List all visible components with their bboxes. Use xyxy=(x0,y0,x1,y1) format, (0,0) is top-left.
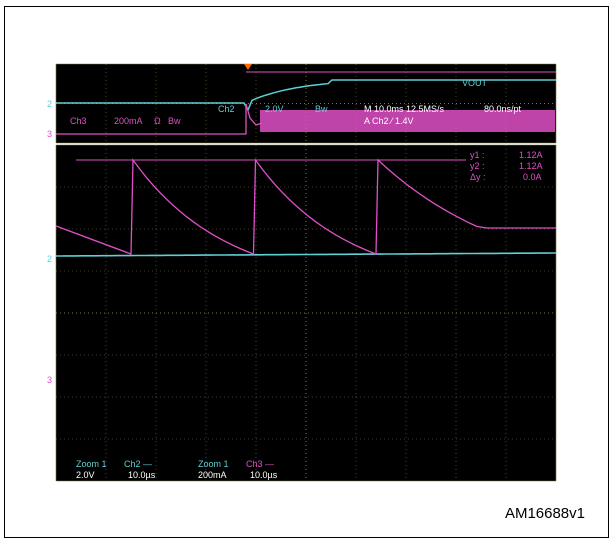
overview-ch3-trace xyxy=(56,103,263,135)
zoom1-channel: Ch2 — xyxy=(124,459,152,469)
overview-grid xyxy=(55,63,557,144)
zoom2-channel: Ch3 — xyxy=(246,459,274,469)
ch3-setting-label: Ch3 xyxy=(70,116,87,126)
figure-reference-id: AM16688v1 xyxy=(504,505,585,522)
cursor-y2-value: 1.12A xyxy=(519,161,543,171)
overview-ch2-trace xyxy=(56,79,556,112)
zoom-grid xyxy=(55,144,557,482)
ch2-overview-marker: 2 xyxy=(47,99,52,109)
ch3-zoom-marker: 3 xyxy=(47,375,52,385)
timebase-label: M 10.0ms 12.5MS/s xyxy=(364,104,445,114)
ch2-bw-label: Bw xyxy=(315,104,328,114)
zoom1-scale: 2.0V xyxy=(76,470,95,480)
zoom1-time: 10.0µs xyxy=(128,470,156,480)
trigger-label: A Ch2 ⁄ 1.4V xyxy=(364,116,414,126)
vout-label: VOUT xyxy=(462,78,488,88)
cursor-y1-label: y1 : xyxy=(470,150,485,160)
trigger-marker-icon xyxy=(244,64,252,70)
ch3-coupling-label: Ω xyxy=(154,116,161,126)
zoom2-time: 10.0µs xyxy=(250,470,278,480)
ch2-volts-label: 2.0V xyxy=(265,104,284,114)
zoom2-scale: 200mA xyxy=(198,470,227,480)
ch2-setting-label: Ch2 xyxy=(218,104,235,114)
record-length-label: 80.0ns/pt xyxy=(484,104,522,114)
ch3-overview-marker: 3 xyxy=(47,129,52,139)
ch3-bw-label: Bw xyxy=(168,116,181,126)
cursor-y1-value: 1.12A xyxy=(519,150,543,160)
ch2-zoom-marker: 2 xyxy=(47,254,52,264)
zoom1-title: Zoom 1 xyxy=(76,459,107,469)
cursor-dy-value: 0.0A xyxy=(523,172,542,182)
zoom2-title: Zoom 1 xyxy=(198,459,229,469)
ch3-scale-label: 200mA xyxy=(114,116,143,126)
zoom-ch2-trace xyxy=(56,252,556,257)
overview-ch3-noise-band xyxy=(260,110,555,132)
cursor-dy-label: Δy : xyxy=(470,172,486,182)
cursor-y2-label: y2 : xyxy=(470,161,485,171)
zoom-ch3-trace xyxy=(55,158,556,255)
